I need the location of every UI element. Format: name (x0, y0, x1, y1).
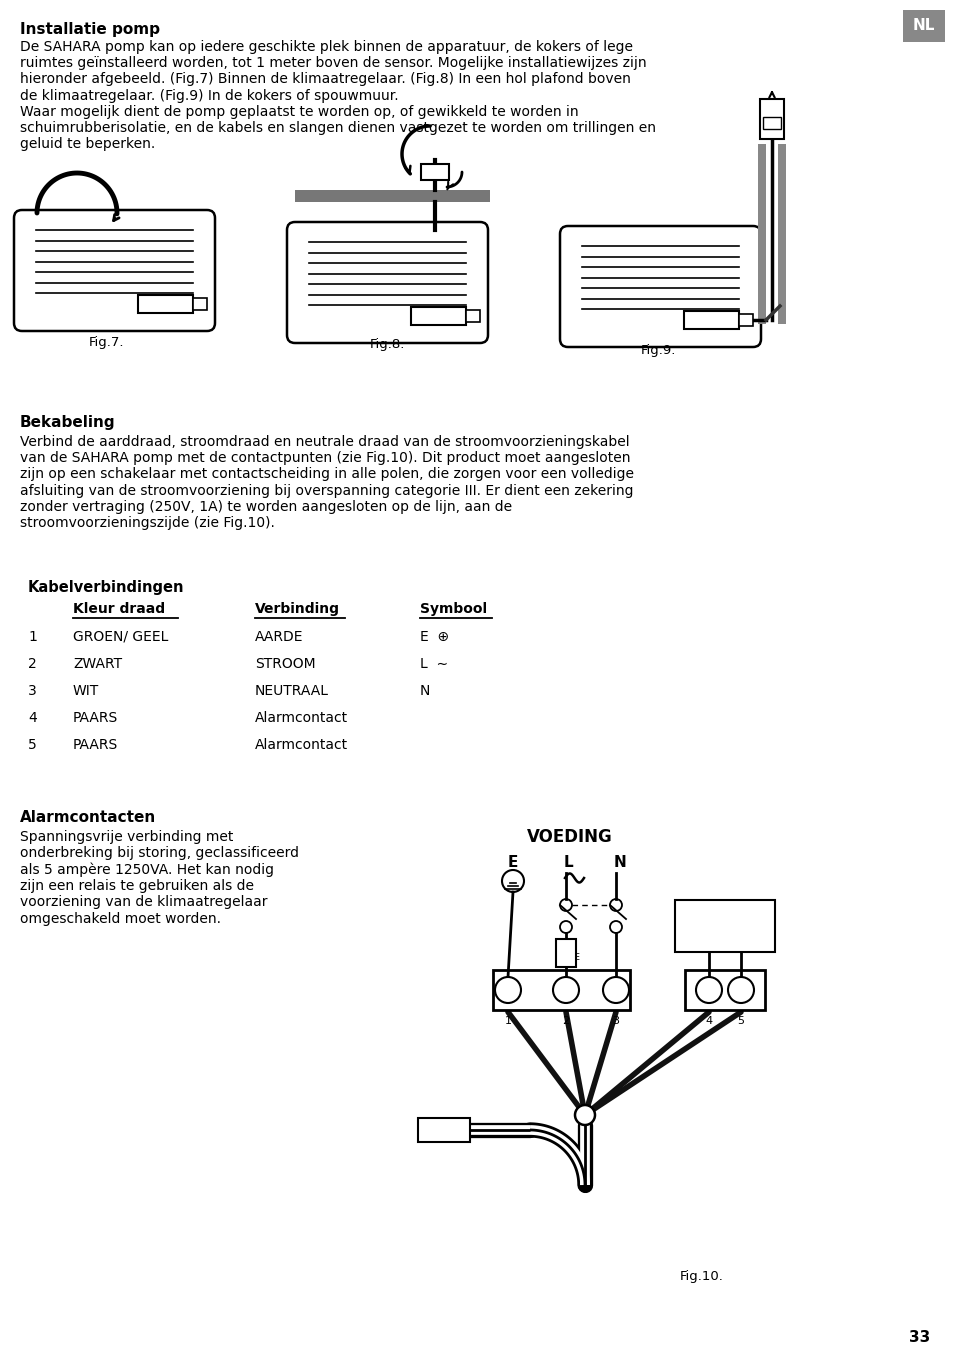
Text: Alarmcontact: Alarmcontact (254, 737, 348, 752)
FancyBboxPatch shape (762, 117, 781, 129)
Text: 3: 3 (28, 683, 37, 698)
Text: STROOM: STROOM (254, 656, 315, 671)
Text: 4: 4 (28, 710, 37, 725)
FancyBboxPatch shape (287, 222, 488, 342)
Text: PAARS: PAARS (73, 710, 118, 725)
FancyBboxPatch shape (556, 940, 576, 967)
Text: GROEN/ GEEL: GROEN/ GEEL (73, 630, 168, 644)
Text: 3: 3 (612, 1016, 618, 1026)
Text: 1: 1 (28, 630, 37, 644)
Text: Verbinding: Verbinding (254, 603, 339, 616)
FancyBboxPatch shape (758, 144, 765, 324)
FancyBboxPatch shape (294, 190, 490, 202)
Text: E: E (507, 855, 517, 869)
FancyBboxPatch shape (684, 971, 764, 1010)
FancyBboxPatch shape (420, 164, 449, 181)
Text: Installatie pomp: Installatie pomp (20, 22, 160, 36)
FancyBboxPatch shape (14, 210, 214, 332)
Text: PAARS: PAARS (73, 737, 118, 752)
FancyBboxPatch shape (559, 226, 760, 346)
Text: Fig.9.: Fig.9. (639, 344, 675, 357)
Text: 2: 2 (28, 656, 37, 671)
FancyBboxPatch shape (778, 144, 785, 324)
FancyBboxPatch shape (193, 298, 207, 310)
Text: 2: 2 (562, 1016, 569, 1026)
Text: Fig.10.: Fig.10. (679, 1270, 723, 1283)
Text: CONTROLE
SCHAKELAAR: CONTROLE SCHAKELAAR (680, 909, 759, 936)
Text: L  ∼: L ∼ (419, 656, 448, 671)
Text: Alarmcontacten: Alarmcontacten (20, 810, 156, 825)
Text: 33: 33 (908, 1330, 929, 1345)
FancyBboxPatch shape (739, 314, 752, 326)
FancyBboxPatch shape (417, 1117, 470, 1142)
Text: VOEDING: VOEDING (527, 828, 612, 847)
FancyBboxPatch shape (465, 310, 479, 322)
Text: L: L (563, 855, 573, 869)
Circle shape (696, 977, 721, 1003)
Text: NEUTRAAL: NEUTRAAL (254, 683, 329, 698)
Text: De SAHARA pomp kan op iedere geschikte plek binnen de apparatuur, de kokers of l: De SAHARA pomp kan op iedere geschikte p… (20, 40, 656, 151)
Text: E  ⊕: E ⊕ (419, 630, 449, 644)
Text: Alarmcontact: Alarmcontact (254, 710, 348, 725)
Circle shape (575, 1105, 595, 1126)
Text: 5: 5 (737, 1016, 743, 1026)
FancyBboxPatch shape (493, 971, 629, 1010)
FancyBboxPatch shape (683, 311, 739, 329)
Text: WIT: WIT (73, 683, 99, 698)
Text: Symbool: Symbool (419, 603, 487, 616)
FancyBboxPatch shape (675, 900, 774, 952)
Text: 5: 5 (28, 737, 37, 752)
Text: 1: 1 (504, 1016, 511, 1026)
FancyBboxPatch shape (138, 295, 193, 313)
Text: ZWART: ZWART (73, 656, 122, 671)
FancyBboxPatch shape (760, 98, 783, 139)
Text: Kleur draad: Kleur draad (73, 603, 165, 616)
Text: AARDE: AARDE (254, 630, 303, 644)
FancyBboxPatch shape (902, 9, 944, 42)
Text: 4: 4 (704, 1016, 712, 1026)
Text: Verbind de aarddraad, stroomdraad en neutrale draad van de stroomvoorzieningskab: Verbind de aarddraad, stroomdraad en neu… (20, 435, 634, 530)
Text: N: N (614, 855, 626, 869)
Circle shape (553, 977, 578, 1003)
Text: Bekabeling: Bekabeling (20, 415, 115, 430)
Text: 1A
FUSE: 1A FUSE (557, 944, 579, 962)
Text: Fig.8.: Fig.8. (369, 338, 404, 350)
Text: Kabelverbindingen: Kabelverbindingen (28, 580, 184, 594)
Circle shape (495, 977, 520, 1003)
Circle shape (727, 977, 753, 1003)
Text: Fig.7.: Fig.7. (90, 336, 125, 349)
Text: NL: NL (912, 19, 934, 34)
Text: N: N (419, 683, 430, 698)
Text: Spanningsvrije verbinding met
onderbreking bij storing, geclassificeerd
als 5 am: Spanningsvrije verbinding met onderbreki… (20, 830, 298, 926)
Circle shape (602, 977, 628, 1003)
FancyBboxPatch shape (411, 307, 465, 325)
